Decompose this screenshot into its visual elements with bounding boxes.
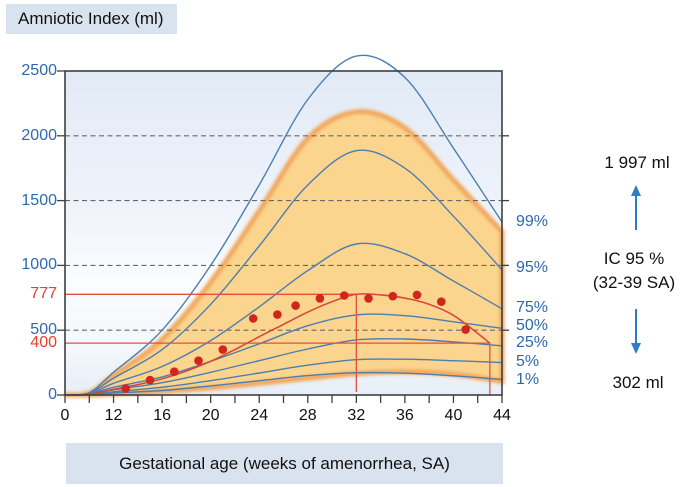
data-point	[145, 375, 155, 385]
curve-1%	[64, 371, 503, 396]
percentile-label-5%: 5%	[516, 352, 540, 370]
data-point	[412, 290, 422, 300]
x-tick-label: 24	[250, 407, 269, 424]
data-point	[194, 356, 203, 366]
percentile-label-75%: 75%	[516, 299, 549, 317]
y-tick-label: 0	[48, 386, 57, 403]
x-axis-title: Gestational age (weeks of amenorrhea, SA…	[66, 443, 503, 484]
percentile-label-95%: 95%	[516, 258, 549, 276]
data-point	[315, 294, 325, 303]
lower-ci-value: 302 ml	[612, 373, 664, 392]
y-red-label-777: 777	[30, 285, 57, 303]
y-tick-label: 500	[30, 321, 57, 339]
x-tick-label: 20	[201, 407, 220, 424]
y-tick-label: 2000	[21, 126, 57, 144]
mean-curve	[64, 293, 491, 396]
data-point	[248, 314, 258, 323]
data-point	[388, 291, 398, 301]
y-tick-label: 1000	[21, 256, 57, 274]
x-tick-label: 16	[153, 407, 172, 424]
arrow-down-icon	[631, 309, 641, 354]
x-tick-label: 12	[104, 407, 123, 424]
axes	[57, 70, 509, 403]
reference-lines	[65, 293, 491, 395]
percentile-label-99%: 99%	[516, 212, 549, 230]
x-tick-label: 32	[347, 407, 366, 424]
data-point	[339, 291, 349, 300]
y-red-label-400: 400	[30, 334, 57, 352]
data-point	[273, 310, 282, 319]
upper-ci-value: 1 997 ml	[604, 153, 670, 172]
curve-5%	[64, 358, 503, 396]
arrow-up-icon	[631, 185, 641, 230]
ic-label-line2: (32-39 SA)	[592, 273, 676, 292]
x-tick-label: 28	[298, 407, 317, 424]
data-point	[364, 294, 373, 303]
data-point	[461, 325, 470, 334]
reference-band-shape	[64, 109, 505, 398]
x-tick-label: 36	[395, 407, 414, 424]
gridlines	[65, 135, 502, 331]
ic-label-line1: IC 95 %	[603, 249, 665, 268]
amniotic-band	[64, 109, 505, 398]
data-point	[170, 367, 179, 377]
curve-75%	[64, 242, 503, 396]
curve-95%	[64, 149, 503, 396]
mean-curve-path	[64, 293, 491, 396]
ci-arrows	[631, 185, 641, 354]
data-points	[121, 290, 470, 393]
percentile-label-1%: 1%	[516, 371, 540, 389]
y-tick-label: 1500	[21, 191, 57, 209]
x-tick-label: 0	[60, 407, 70, 424]
x-tick-label: 44	[493, 407, 511, 424]
y-tick-label: 2500	[21, 62, 57, 79]
data-point	[291, 301, 300, 310]
x-tick-label: 40	[444, 407, 463, 424]
percentile-label-50%: 50%	[516, 317, 549, 335]
data-point	[121, 384, 130, 393]
data-point	[437, 297, 446, 307]
data-point	[218, 345, 228, 354]
chart-title: Amniotic Index (ml)	[6, 4, 178, 34]
curve-99%	[64, 54, 503, 396]
percentile-label-25%: 25%	[516, 334, 549, 352]
